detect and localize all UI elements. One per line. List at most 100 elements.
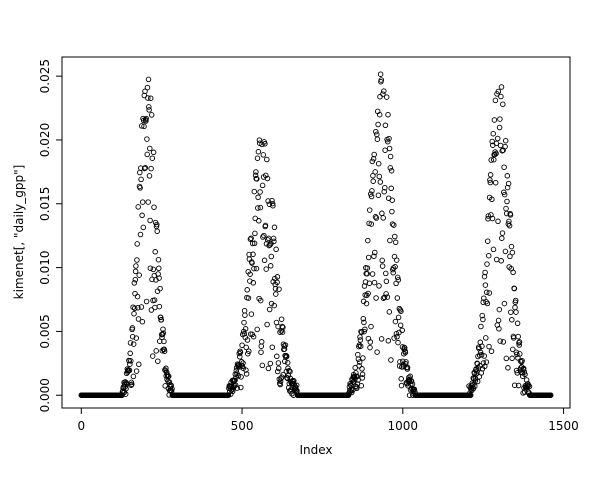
data-point [501, 164, 507, 170]
data-point [514, 351, 520, 358]
data-point [487, 177, 493, 183]
data-point [355, 356, 362, 362]
data-point [265, 235, 272, 242]
data-point [492, 151, 498, 158]
data-point [238, 384, 244, 391]
data-point [259, 362, 266, 369]
data-point [142, 88, 148, 95]
data-point [143, 115, 149, 122]
data-point [353, 370, 359, 376]
data-point [500, 101, 506, 107]
data-point [128, 358, 134, 364]
data-point [154, 221, 160, 228]
data-point [357, 343, 364, 349]
data-point [266, 306, 273, 313]
data-point [134, 293, 141, 300]
data-point [404, 364, 411, 371]
data-point [398, 308, 404, 314]
data-point [385, 111, 391, 118]
data-point [246, 348, 252, 354]
data-point [369, 188, 375, 194]
data-point [149, 353, 156, 359]
data-point [388, 167, 395, 174]
data-point [133, 368, 140, 374]
data-point [127, 350, 133, 357]
data-point [490, 246, 497, 253]
data-point [278, 316, 285, 322]
y-axis-title: kimenet[, "daily_gpp"] [12, 164, 26, 300]
data-point [265, 365, 272, 372]
data-point [480, 316, 486, 323]
data-point [252, 230, 258, 237]
data-point [135, 304, 141, 311]
data-point [157, 285, 163, 292]
data-point [380, 295, 387, 301]
data-point [365, 290, 371, 297]
data-point [235, 373, 242, 379]
data-point [270, 202, 276, 209]
data-point [473, 371, 480, 377]
data-point [157, 314, 164, 321]
data-point [478, 323, 484, 330]
x-tick-label: 1500 [548, 419, 579, 433]
y-tick-label: 0.000 [38, 378, 52, 412]
data-point [255, 194, 261, 201]
data-point [257, 297, 264, 304]
data-point [232, 382, 239, 388]
data-point [479, 312, 485, 319]
data-point [129, 381, 135, 388]
data-point [504, 198, 510, 205]
data-point [264, 321, 270, 328]
data-point [380, 215, 386, 221]
data-point [165, 373, 172, 380]
data-point [134, 241, 140, 247]
data-point [145, 95, 151, 101]
data-point [281, 343, 287, 349]
data-point [154, 228, 160, 234]
data-point [395, 314, 402, 321]
data-point [487, 179, 494, 186]
data-point [254, 176, 260, 182]
data-point [387, 153, 394, 160]
data-point [374, 349, 380, 355]
data-point [392, 318, 399, 325]
data-point [271, 224, 278, 231]
data-point [368, 221, 375, 227]
data-point [383, 291, 389, 297]
data-point [358, 329, 365, 335]
data-point [365, 254, 372, 261]
data-point [152, 304, 158, 311]
data-point [152, 249, 158, 255]
data-point [293, 382, 300, 389]
data-point [241, 307, 248, 314]
data-point [474, 368, 480, 374]
data-point [359, 371, 366, 378]
x-tick-label: 1000 [388, 419, 419, 433]
data-point [490, 130, 496, 137]
data-point [130, 341, 137, 347]
data-point [264, 175, 271, 182]
data-point [146, 107, 152, 113]
data-point [516, 342, 522, 348]
data-point [371, 151, 377, 158]
data-point [501, 300, 508, 307]
data-point [392, 233, 398, 240]
data-point [269, 344, 276, 350]
data-point [256, 137, 263, 143]
plot-box [61, 56, 571, 409]
data-point [359, 375, 366, 381]
data-point [400, 361, 406, 368]
data-point [499, 235, 505, 241]
data-point [161, 338, 167, 345]
data-point [489, 215, 496, 222]
data-point [365, 237, 371, 244]
data-point [286, 368, 292, 374]
data-point [138, 176, 144, 183]
data-point [245, 295, 252, 301]
data-point [472, 383, 478, 389]
data-point [148, 307, 155, 313]
data-point [154, 288, 161, 294]
data-point [132, 268, 139, 275]
data-point [387, 165, 394, 171]
data-point [495, 88, 502, 95]
